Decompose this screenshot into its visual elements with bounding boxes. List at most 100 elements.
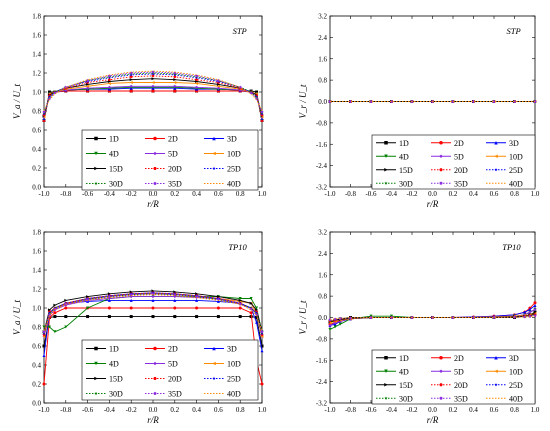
legend-label: 15D	[109, 375, 123, 384]
marker-square	[195, 315, 199, 319]
marker-hexagon	[153, 376, 157, 381]
marker-square	[384, 141, 388, 145]
legend-label: 20D	[168, 165, 182, 174]
legend-label: 2D	[454, 354, 464, 363]
marker-star	[494, 383, 498, 387]
marker-triangle-left	[212, 361, 216, 366]
y-tick-label: 0.2	[32, 165, 41, 173]
series-line-20D	[43, 75, 263, 115]
marker-pentagon	[238, 85, 242, 89]
marker-hexagon	[439, 383, 443, 387]
marker-pentagon	[472, 100, 475, 103]
legend-label: 2D	[168, 135, 178, 144]
marker-pentagon	[472, 316, 475, 319]
marker-hexagon	[153, 166, 157, 171]
marker-square	[173, 315, 177, 319]
marker-diamond	[173, 84, 177, 88]
y-tick-label: 2.4	[318, 250, 327, 258]
marker-triangle-down	[255, 306, 259, 310]
marker-triangle	[107, 298, 111, 302]
legend-label: 3D	[227, 135, 237, 144]
marker-triangle-right	[384, 168, 388, 172]
y-tick-label: 1.2	[32, 70, 41, 78]
series-line-3D	[43, 87, 263, 119]
y-tick-label: 0.8	[318, 77, 327, 85]
legend-box	[371, 134, 536, 190]
marker-hexagon	[151, 74, 155, 78]
legend-label: 10D	[509, 152, 523, 161]
x-tick-label: -1.0	[38, 190, 50, 198]
marker-triangle-down	[333, 325, 337, 329]
series-line-40D	[329, 315, 536, 320]
x-tick-label: -0.4	[104, 406, 116, 414]
x-tick-label: 0.6	[214, 406, 223, 414]
marker-hexagon	[107, 78, 111, 81]
series-line-25D	[43, 73, 263, 115]
y-tick-label: -2.4	[316, 162, 328, 170]
y-axis-label: V_a / U_t	[12, 300, 22, 335]
marker-hexagon	[260, 333, 264, 336]
legend-label: 20D	[454, 166, 468, 175]
marker-square	[47, 90, 51, 94]
x-tick-label: 0.0	[149, 406, 158, 414]
legend-label: 5D	[168, 150, 178, 159]
marker-square	[260, 344, 264, 348]
marker-square	[94, 136, 98, 141]
legend-label: 2D	[168, 345, 178, 354]
y-tick-label: -3.2	[316, 184, 328, 192]
marker-triangle-left	[195, 81, 199, 85]
marker-triangle	[528, 307, 532, 311]
marker-hexagon	[260, 113, 264, 117]
y-tick-label: 1.8	[32, 229, 41, 237]
marker-triangle-left	[173, 81, 177, 84]
x-tick-label: 0.4	[192, 406, 201, 414]
marker-triangle	[212, 346, 216, 351]
series-line-40D	[43, 70, 263, 112]
legend-label: 35D	[454, 179, 468, 188]
legend-label: 30D	[109, 390, 123, 399]
y-tick-label: 1.0	[32, 89, 41, 97]
marker-hexagon	[86, 81, 90, 84]
marker-triangle-down	[64, 325, 68, 329]
series-30D	[42, 71, 264, 115]
marker-star	[384, 396, 388, 400]
marker-star	[173, 73, 177, 77]
marker-triangle-down	[94, 361, 98, 366]
marker-diamond	[153, 361, 157, 366]
marker-star	[151, 72, 155, 76]
legend-label: 1D	[399, 354, 409, 363]
marker-pentagon	[195, 295, 199, 298]
chart-panel-2: -1.0 -0.8 -0.6 -0.4 -0.2 0.0 0.2 0.4 0.6 0.8 1.0 -3…	[298, 13, 540, 210]
legend-label: 4D	[399, 367, 409, 376]
marker-triangle-down	[42, 325, 46, 329]
y-tick-label: 2.4	[318, 34, 327, 42]
marker-triangle-down	[249, 297, 253, 300]
x-tick-label: 1.0	[258, 190, 267, 198]
marker-circle	[42, 382, 46, 386]
x-tick-label: -0.4	[386, 190, 398, 198]
marker-star	[42, 332, 46, 335]
y-tick-label: -1.6	[316, 141, 328, 149]
marker-circle	[533, 301, 537, 305]
x-tick-label: 0.0	[428, 406, 437, 414]
marker-square	[86, 315, 90, 319]
marker-triangle-right	[129, 78, 133, 82]
marker-pentagon	[523, 315, 527, 319]
marker-circle	[173, 306, 177, 310]
marker-triangle-right	[249, 301, 253, 305]
y-tick-label: 0.6	[32, 127, 41, 135]
x-axis-label: r/R	[427, 199, 439, 209]
marker-square	[255, 90, 259, 94]
x-tick-label: 0.0	[149, 190, 158, 198]
x-tick-label: -1.0	[324, 406, 336, 414]
legend-label: 30D	[399, 394, 413, 403]
marker-triangle-left	[328, 321, 332, 325]
marker-diamond	[439, 369, 443, 373]
y-tick-label: 1.0	[32, 305, 41, 313]
marker-square	[42, 344, 46, 348]
y-tick-label: 0.0	[32, 184, 41, 192]
x-tick-label: 0.2	[449, 406, 458, 414]
y-tick-label: 0.4	[32, 362, 41, 370]
y-tick-label: -0.8	[316, 119, 328, 127]
series-2D	[328, 301, 537, 326]
